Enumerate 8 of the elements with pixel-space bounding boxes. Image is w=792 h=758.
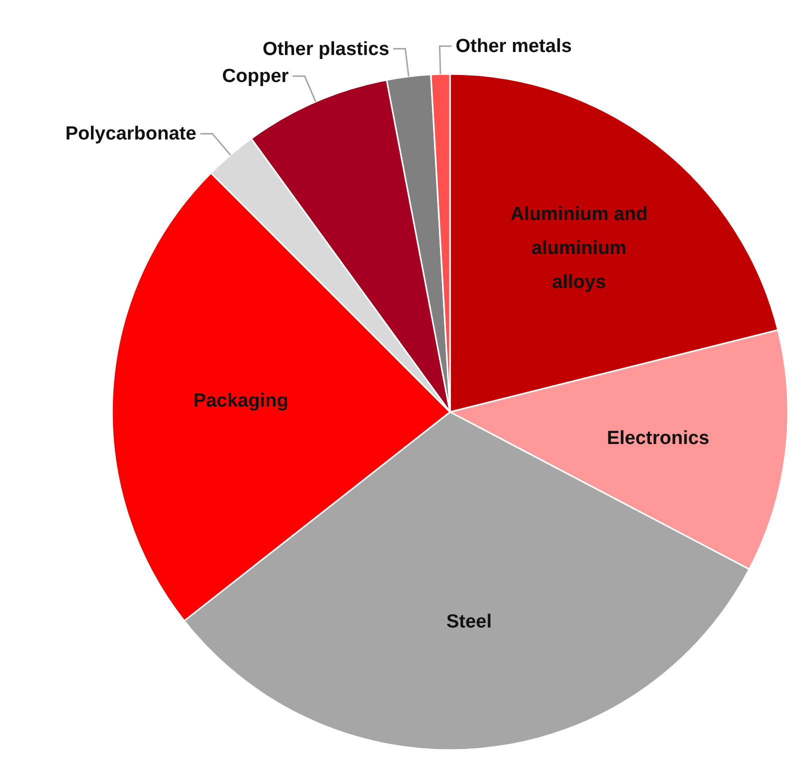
slice-label: Other metals	[456, 36, 572, 58]
slice-label: Steel	[446, 612, 492, 633]
slice-label: Polycarbonate	[65, 124, 196, 145]
slice-label: Copper	[222, 66, 290, 88]
slice-label: Electronics	[606, 428, 710, 449]
slice-label: Aluminium and aluminium alloys	[510, 204, 648, 293]
slice-label: Other plastics	[262, 38, 390, 60]
slice-label: Packaging	[193, 390, 288, 412]
